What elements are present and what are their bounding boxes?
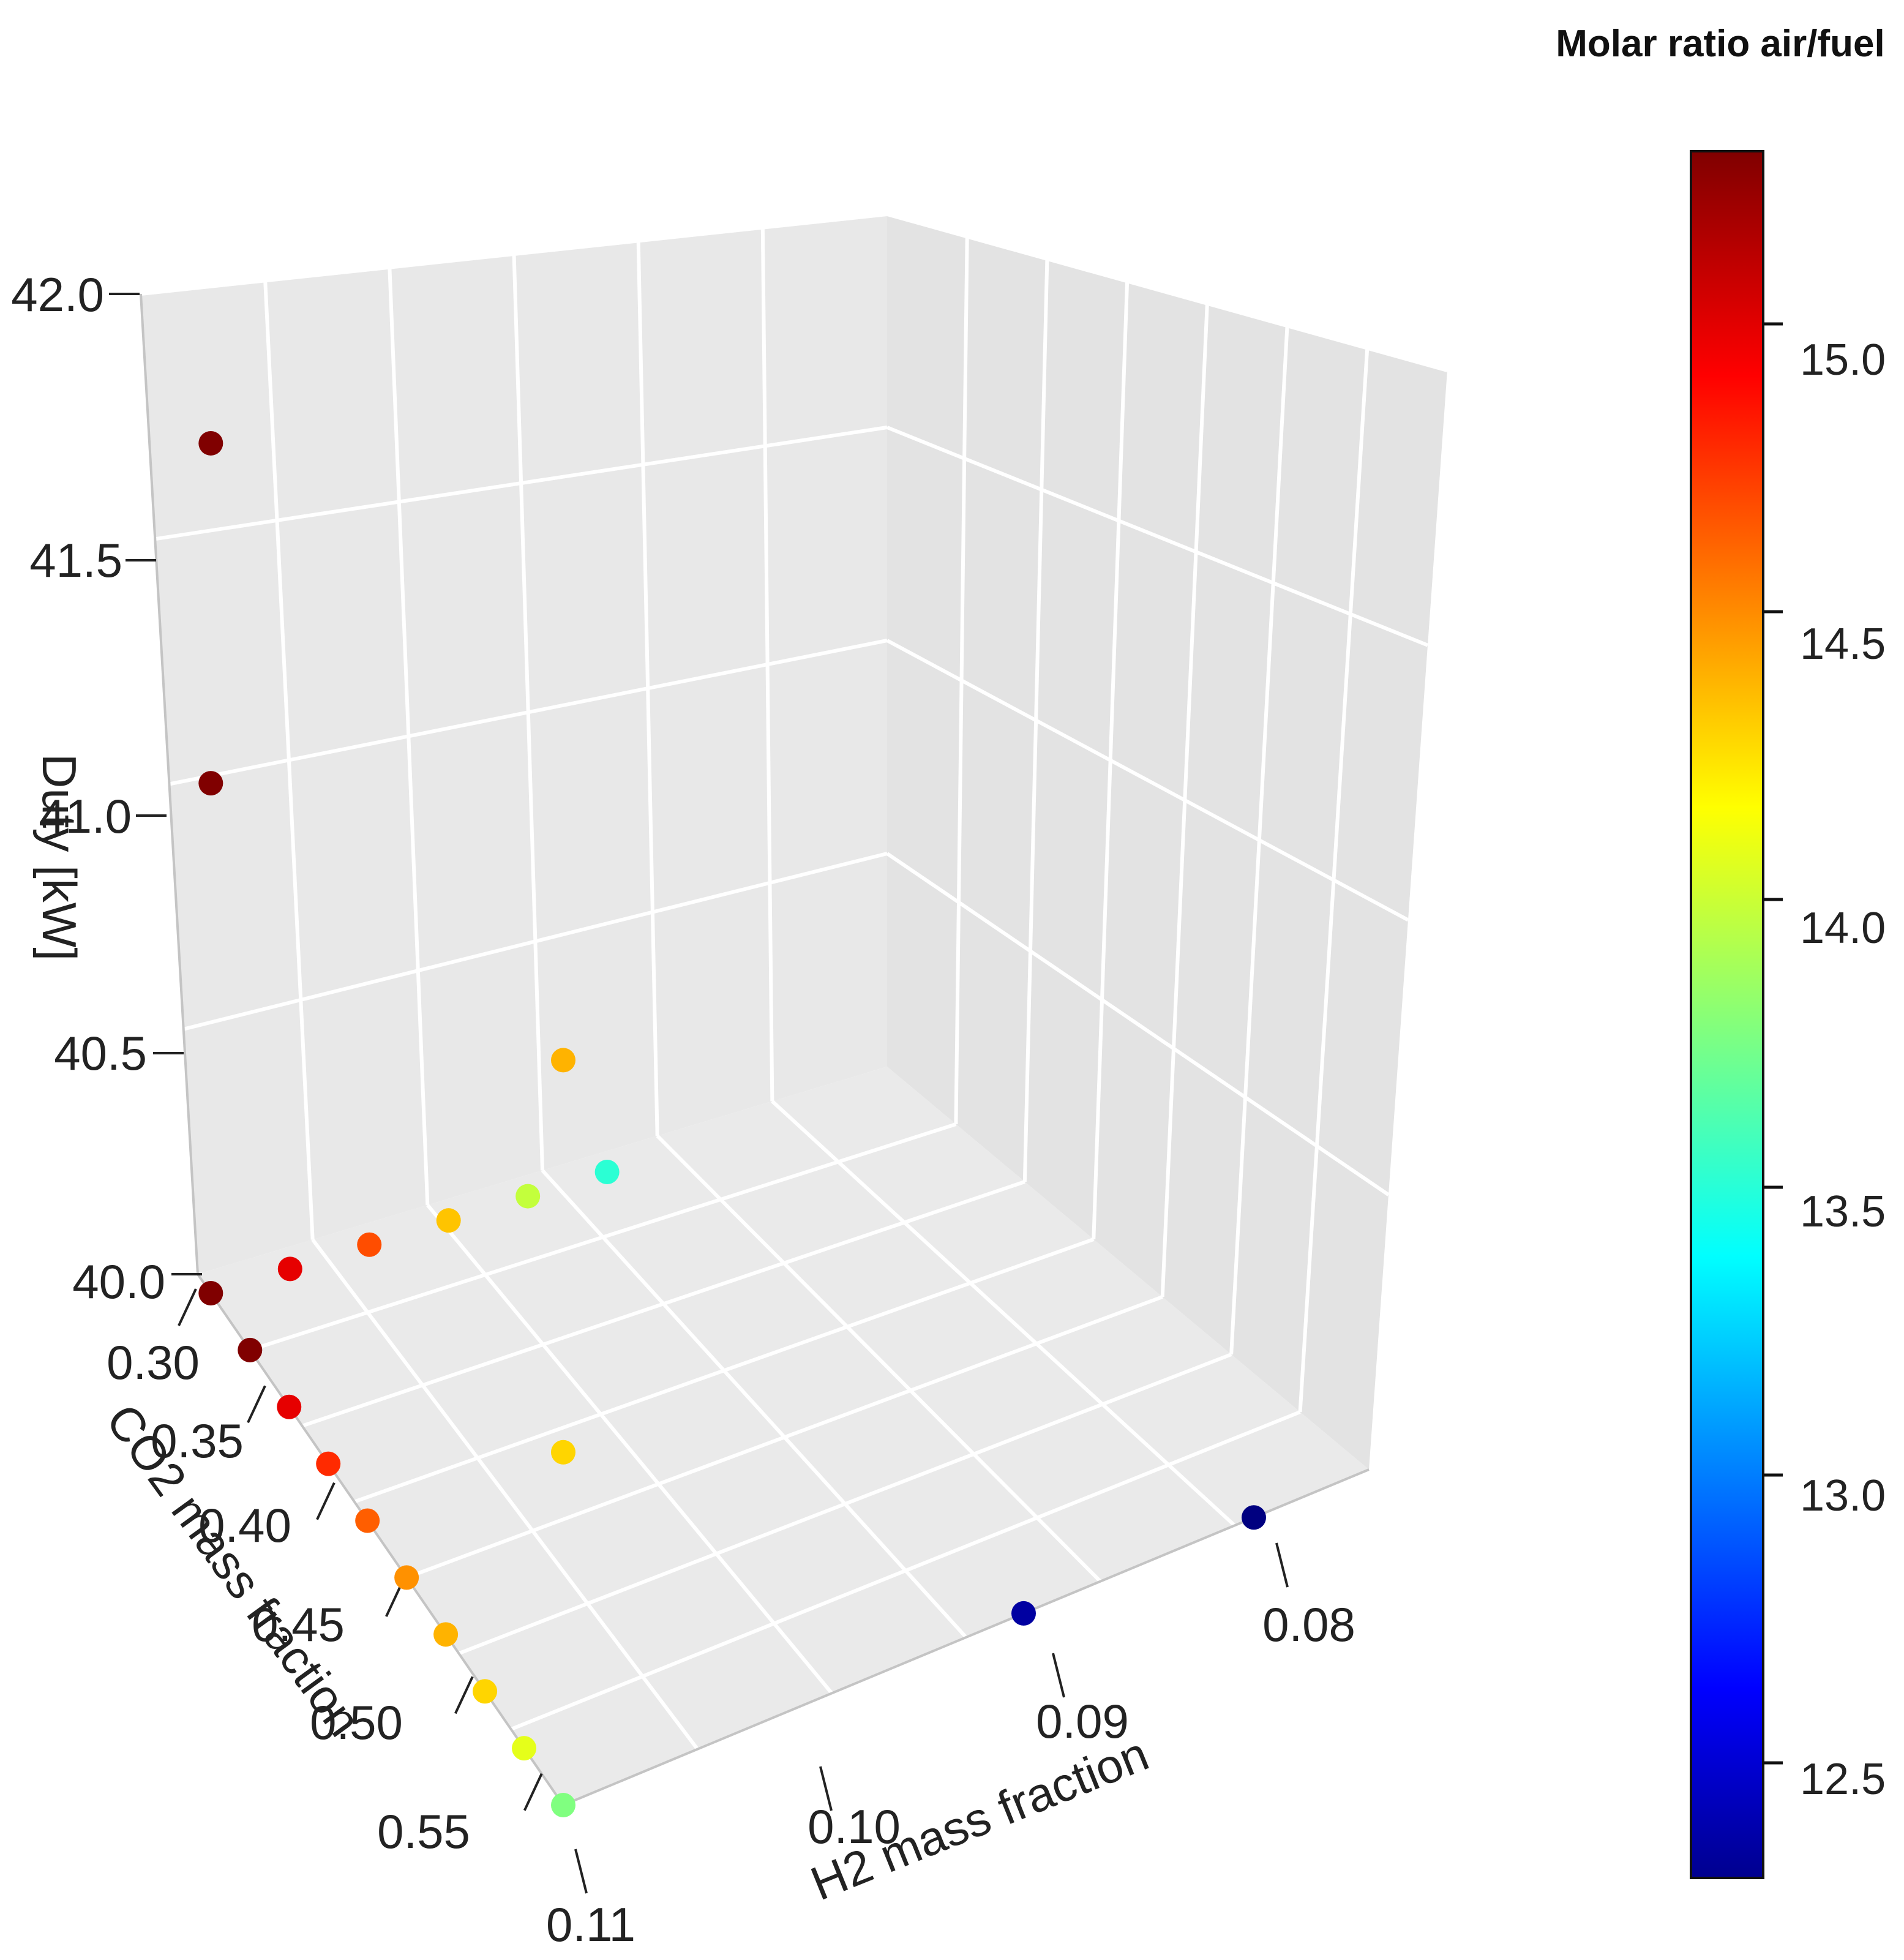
grid-line	[510, 1410, 1301, 1731]
colorbar-tick-label: 12.5	[1800, 1755, 1886, 1804]
data-point	[436, 1208, 461, 1233]
y-tick-label: 0.45	[252, 1598, 345, 1651]
grid-line	[886, 426, 1429, 647]
grid-line	[541, 1169, 968, 1639]
colorbar-tick-label: 14.0	[1800, 904, 1886, 953]
data-point	[1011, 1601, 1036, 1626]
z-tick-label: 42.0	[11, 268, 104, 321]
y-tick-label: 0.50	[310, 1695, 403, 1749]
colorbar-tick-label: 15.0	[1800, 336, 1886, 385]
grid-line	[426, 1204, 833, 1695]
grid-line	[886, 852, 1390, 1196]
grid-line	[311, 1238, 699, 1751]
y-tick-label: 0.30	[107, 1335, 200, 1389]
y-tick	[454, 1676, 474, 1714]
colorbar: Molar ratio air/fuel 12.5 13.0 13.5 14.0…	[1556, 23, 1886, 1879]
grid-line	[512, 253, 544, 1171]
colorbar-tick-label: 13.0	[1800, 1471, 1886, 1520]
grid-line	[771, 1100, 1236, 1527]
z-tick-label: 40.0	[72, 1255, 165, 1309]
grid-line	[406, 1295, 1163, 1580]
data-point	[355, 1508, 380, 1533]
x-tick	[1275, 1542, 1289, 1588]
data-point	[551, 1793, 575, 1817]
x-tick	[1052, 1653, 1065, 1698]
z-tick-label: 41.5	[29, 533, 122, 587]
y-tick-label: 0.40	[198, 1498, 291, 1552]
z-axis-ticks: 42.0 41.5 41.0 40.5 40.0	[11, 268, 165, 1309]
z-axis-line	[140, 293, 199, 1275]
data-point	[594, 1159, 620, 1184]
x-axis-ticks: 0.08 0.09 0.10 0.11	[546, 1598, 1355, 1951]
data-point	[316, 1451, 341, 1476]
x-axis-line	[563, 1468, 1370, 1806]
grid-lines	[140, 212, 1448, 1751]
z-axis-title: Duty [kW]	[32, 754, 86, 961]
data-point	[277, 1394, 302, 1419]
axis-lines	[140, 293, 1370, 1806]
grid-line	[1298, 348, 1370, 1413]
z-tick-label: 40.5	[54, 1026, 147, 1080]
y-tick-label: 0.35	[151, 1414, 244, 1468]
data-point	[394, 1565, 419, 1590]
y-tick	[247, 1385, 266, 1424]
grid-line	[249, 1122, 957, 1352]
data-point	[551, 1048, 575, 1073]
grid-line	[353, 1237, 1095, 1504]
data-point	[551, 1440, 575, 1465]
data-point	[433, 1622, 459, 1647]
y-tick	[316, 1482, 335, 1520]
grid-line	[886, 212, 1448, 372]
back-wall-left	[141, 214, 887, 1274]
grid-line	[886, 639, 1409, 922]
x-tick-label: 0.10	[808, 1800, 901, 1853]
grid-line	[1022, 258, 1049, 1182]
grid-line	[760, 227, 774, 1102]
data-point	[198, 430, 223, 456]
y-axis-ticks: 0.30 0.35 0.40 0.45 0.50 0.55	[107, 1335, 470, 1858]
grid-line	[954, 236, 969, 1125]
x-tick-label: 0.08	[1262, 1598, 1355, 1651]
data-point	[198, 1280, 223, 1305]
y-tick	[178, 1288, 197, 1326]
x-tick	[574, 1849, 588, 1894]
data-point	[515, 1184, 541, 1209]
data-points	[198, 430, 1266, 1817]
x-tick-label: 0.09	[1036, 1694, 1129, 1748]
y-axis-line	[197, 1273, 564, 1806]
colorbar-gradient	[1690, 150, 1764, 1879]
colorbar-tick-label: 14.5	[1800, 620, 1886, 669]
grid-line	[301, 1180, 1025, 1428]
data-point	[277, 1256, 302, 1282]
y-tick	[523, 1773, 543, 1811]
grid-line	[458, 1353, 1232, 1656]
colorbar-tick-label: 13.5	[1800, 1187, 1886, 1236]
data-point	[1242, 1505, 1266, 1530]
data-point	[238, 1337, 263, 1362]
x-tick-label: 0.11	[546, 1898, 635, 1951]
data-point	[357, 1232, 382, 1257]
grid-line	[388, 267, 430, 1206]
data-point	[198, 771, 223, 796]
z-tick-label: 41.0	[39, 789, 132, 843]
grid-line	[1160, 303, 1209, 1297]
x-tick	[819, 1766, 833, 1811]
colorbar-ticks	[1763, 322, 1783, 1765]
colorbar-title: Molar ratio air/fuel	[1556, 23, 1884, 65]
grid-line	[656, 1134, 1102, 1583]
grid-line	[263, 280, 315, 1240]
data-point	[512, 1736, 537, 1761]
grid-line	[1092, 281, 1130, 1240]
y-tick-label: 0.55	[377, 1804, 470, 1858]
data-point	[473, 1679, 498, 1704]
grid-line	[1229, 325, 1289, 1355]
grid-line	[636, 241, 659, 1136]
